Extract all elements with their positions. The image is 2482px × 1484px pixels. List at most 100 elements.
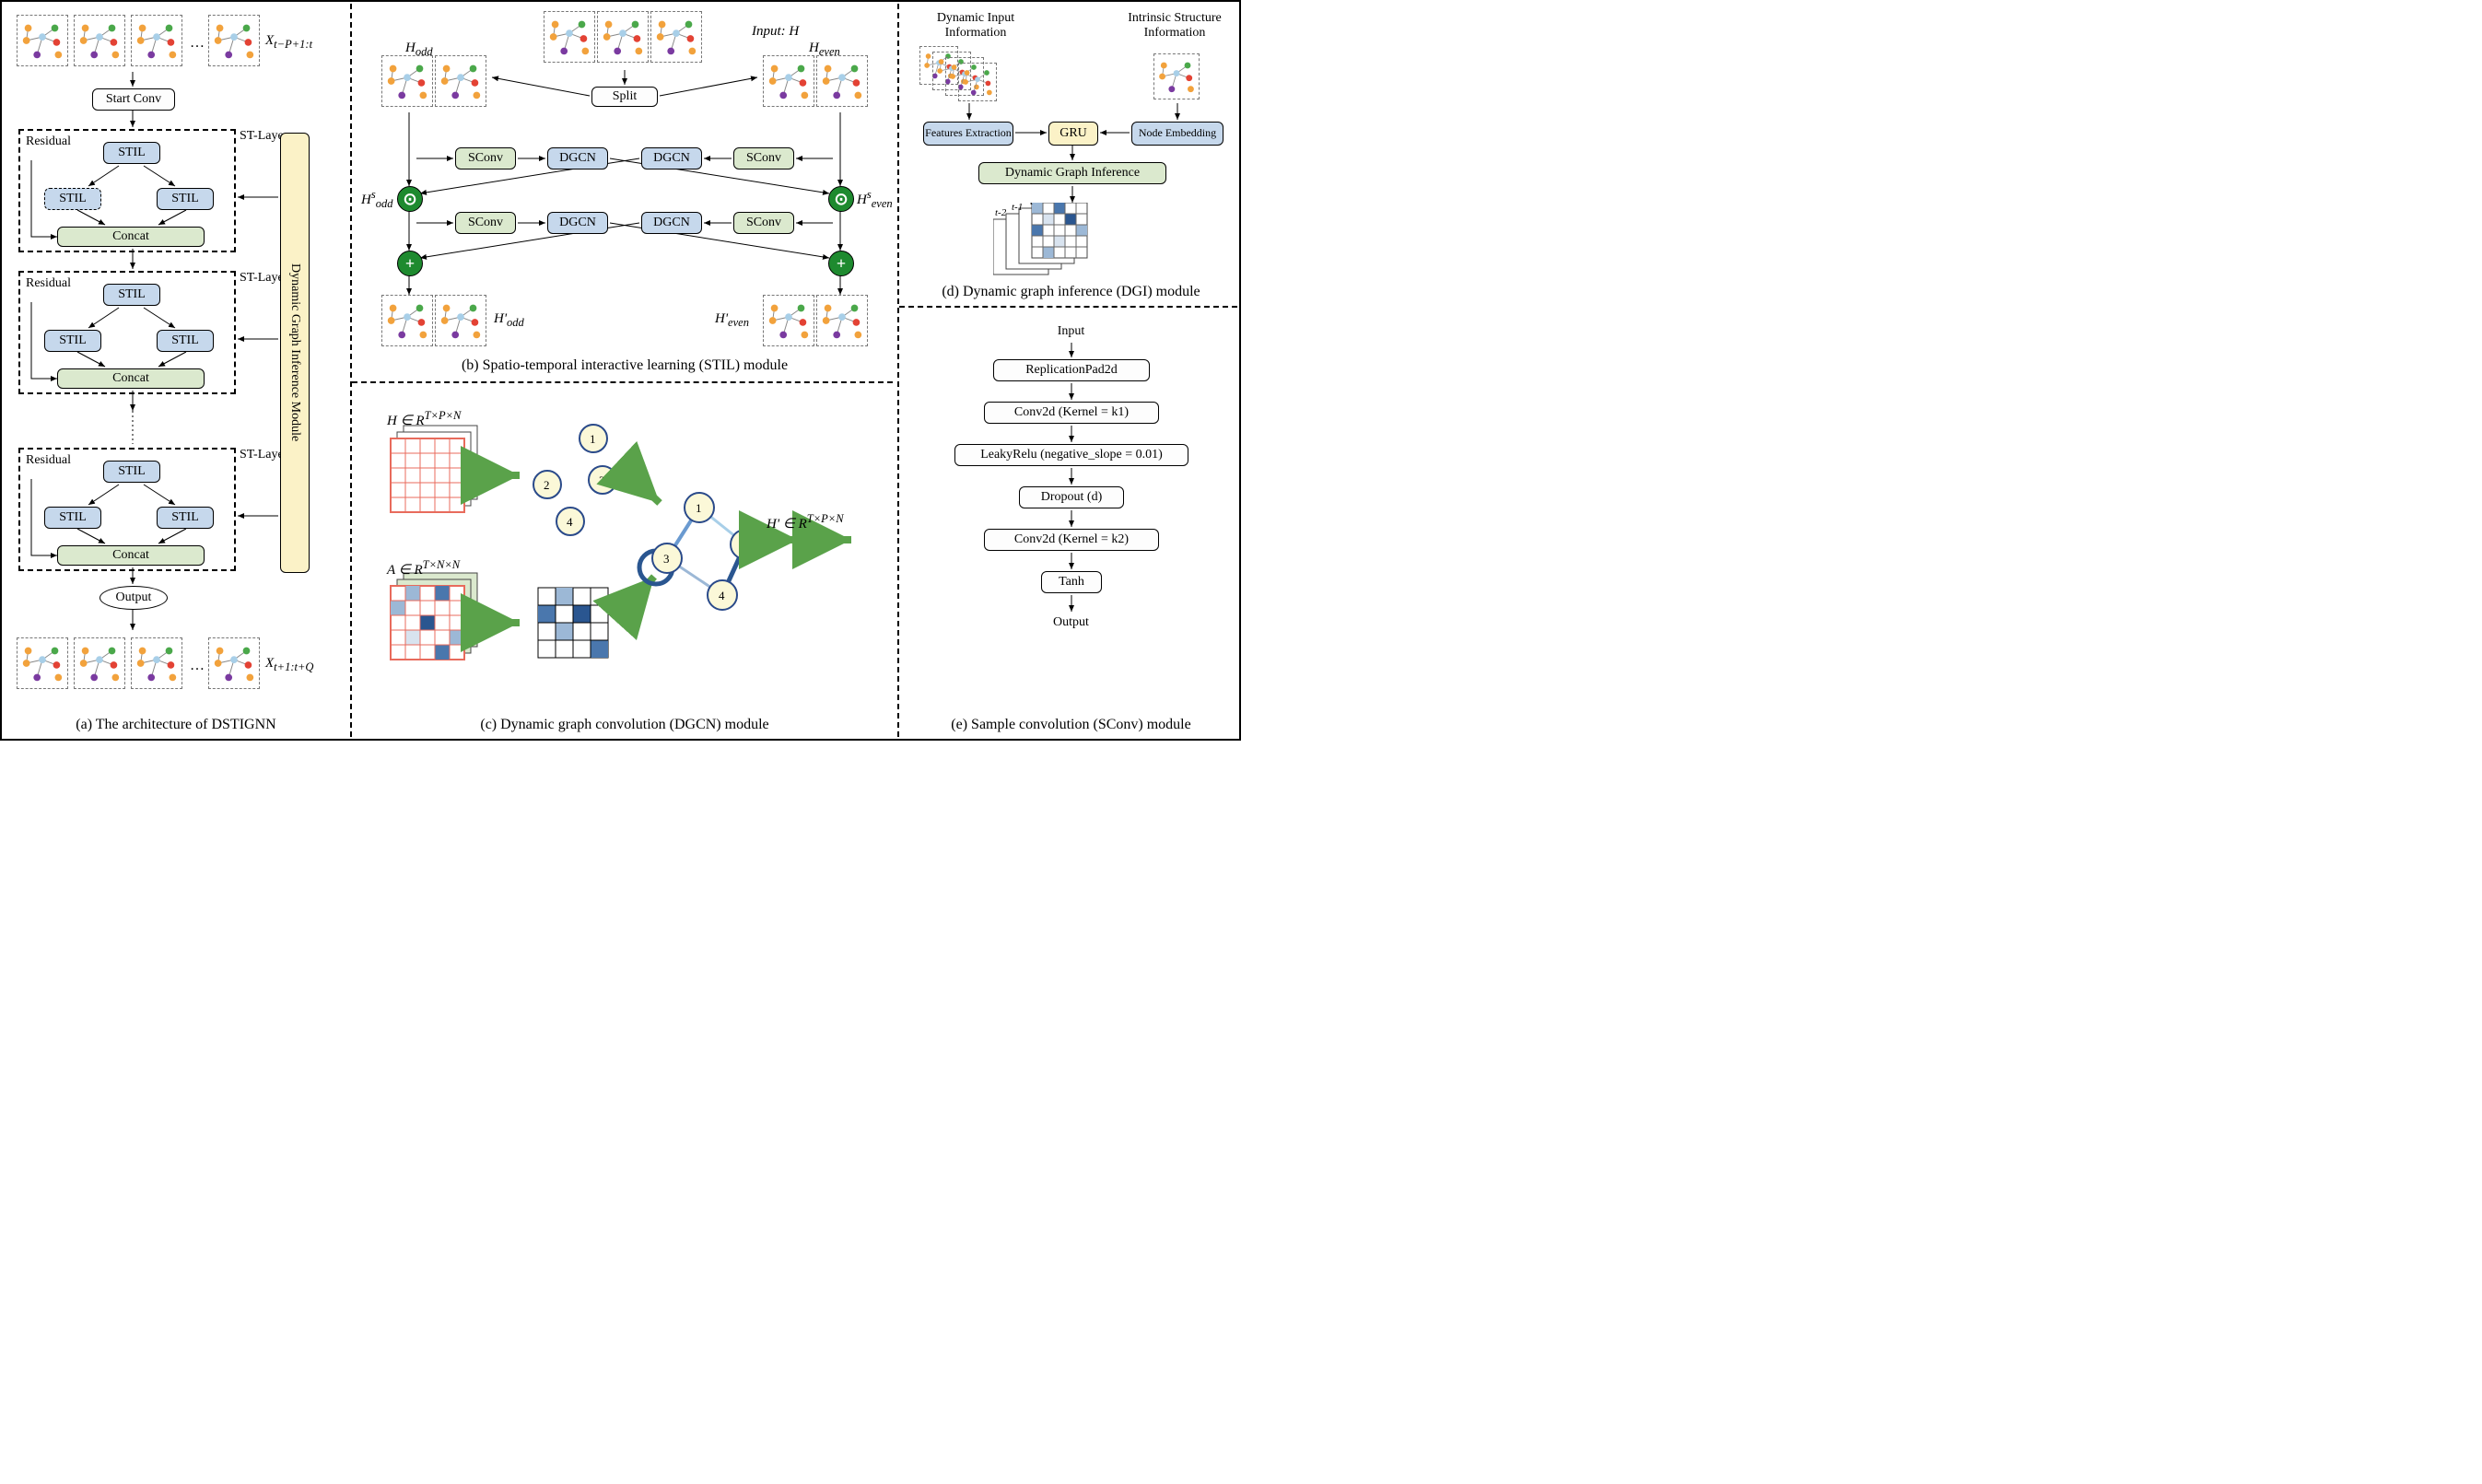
hpeven-label: H'even — [715, 311, 749, 330]
d-dyn-input-lbl: Dynamic Input Information — [925, 11, 1026, 41]
e-input-lbl: Input — [901, 324, 1241, 339]
hpodd-graph-1 — [381, 295, 433, 346]
b-input-graph-3 — [650, 11, 702, 63]
svg-text:1: 1 — [696, 501, 702, 515]
d-in-graph-4 — [958, 63, 997, 101]
d-intrinsic-lbl: Intrinsic Structure Information — [1115, 11, 1235, 41]
output-graph-3 — [131, 637, 182, 689]
caption-d: (d) Dynamic graph inference (DGI) module — [901, 284, 1241, 300]
dgim-bar: Dynamic Graph Inference Module — [280, 133, 310, 573]
dgcn-r2: DGCN — [641, 212, 702, 234]
heven-graph-1 — [763, 55, 814, 107]
input-graph-4 — [208, 15, 260, 66]
hseven-label: Hseven — [857, 188, 893, 211]
caption-a: (a) The architecture of DSTIGNN — [4, 717, 348, 733]
hpodd-label: H'odd — [494, 311, 524, 330]
svg-text:2: 2 — [742, 538, 748, 552]
hsodd-label: Hsodd — [361, 188, 392, 211]
svg-text:3: 3 — [599, 473, 605, 487]
stil-left-1: STIL — [44, 188, 101, 210]
stil-left-3: STIL — [44, 507, 101, 529]
svg-text:4: 4 — [567, 515, 573, 529]
c-Hout-label: H' ∈ RT×P×N — [767, 512, 844, 532]
stil-right-2: STIL — [157, 330, 214, 352]
hpeven-graph-1 — [763, 295, 814, 346]
svg-text:t-2: t-2 — [995, 207, 1007, 218]
residual-lbl-2: Residual — [26, 276, 71, 291]
plus-right: + — [828, 251, 854, 276]
dot-right: ⊙ — [828, 186, 854, 212]
concat-2: Concat — [57, 368, 205, 389]
d-intrinsic-graph — [1153, 53, 1200, 99]
heatmap-stack: t-2t-1tt+1 — [993, 203, 1159, 286]
panel-e: Input ReplicationPad2d Conv2d (Kernel = … — [901, 308, 1241, 739]
residual-lbl-1: Residual — [26, 134, 71, 149]
output-graph-4 — [208, 637, 260, 689]
c-Ain-label: A ∈ RT×N×N — [387, 558, 460, 578]
stil-top-2: STIL — [103, 284, 160, 306]
svg-text:3: 3 — [663, 552, 670, 566]
stil-left-2: STIL — [44, 330, 101, 352]
b-input-label: Input: H — [752, 24, 799, 40]
start-conv-box: Start Conv — [92, 88, 175, 111]
caption-e: (e) Sample convolution (SConv) module — [901, 717, 1241, 733]
dgcn-l1: DGCN — [547, 147, 608, 169]
stil-top-3: STIL — [103, 461, 160, 483]
dgcn-r1: DGCN — [641, 147, 702, 169]
gru-box: GRU — [1048, 122, 1098, 146]
output-graph-2 — [74, 637, 125, 689]
plus-left: + — [397, 251, 423, 276]
stil-right-1: STIL — [157, 188, 214, 210]
c-Hin-label: H ∈ RT×P×N — [387, 409, 461, 429]
dgi-box: Dynamic Graph Inference — [978, 162, 1166, 184]
caption-c: (c) Dynamic graph convolution (DGCN) mod… — [354, 717, 896, 733]
sconv-r1: SConv — [733, 147, 794, 169]
hpodd-graph-2 — [435, 295, 486, 346]
svg-text:1: 1 — [590, 432, 596, 446]
sconv-r2: SConv — [733, 212, 794, 234]
e-conv1: Conv2d (Kernel = k1) — [984, 402, 1159, 424]
svg-text:t-1: t-1 — [1012, 203, 1023, 213]
figure-canvas: … Xt−P+1:t Start Conv Residual ST-Layer … — [0, 0, 1241, 741]
e-output-lbl: Output — [901, 615, 1241, 630]
input-graph-2 — [74, 15, 125, 66]
hpeven-graph-2 — [816, 295, 868, 346]
stil-top-1: STIL — [103, 142, 160, 164]
heven-graph-2 — [816, 55, 868, 107]
split-box: Split — [591, 87, 658, 107]
residual-lbl-3: Residual — [26, 453, 71, 468]
divider-bd — [897, 4, 899, 737]
b-input-graph-1 — [544, 11, 595, 63]
dot-left: ⊙ — [397, 186, 423, 212]
e-tanh: Tanh — [1041, 571, 1102, 593]
panel-c: 1 2 3 4 — [354, 383, 896, 739]
output-graph-1 — [17, 637, 68, 689]
sconv-l1: SConv — [455, 147, 516, 169]
concat-1: Concat — [57, 227, 205, 247]
panel-b: Input: H Split Hodd — [354, 4, 896, 380]
panel-a: … Xt−P+1:t Start Conv Residual ST-Layer … — [4, 4, 348, 739]
output-oval: Output — [100, 586, 168, 610]
output-x-label: Xt+1:t+Q — [265, 656, 313, 674]
hodd-graph-1 — [381, 55, 433, 107]
b-input-graph-2 — [597, 11, 649, 63]
e-conv2: Conv2d (Kernel = k2) — [984, 529, 1159, 551]
caption-b: (b) Spatio-temporal interactive learning… — [354, 357, 896, 374]
node-emb-box: Node Embedding — [1131, 122, 1223, 146]
dgim-label: Dynamic Graph Inference Module — [287, 263, 302, 441]
e-lrelu: LeakyRelu (negative_slope = 0.01) — [954, 444, 1188, 466]
stil-right-3: STIL — [157, 507, 214, 529]
hodd-label: Hodd — [405, 41, 433, 59]
input-x-label: Xt−P+1:t — [265, 33, 312, 52]
e-pad: ReplicationPad2d — [993, 359, 1150, 381]
panel-d: Dynamic Input Information Intrinsic Stru… — [901, 4, 1241, 304]
dgcn-l2: DGCN — [547, 212, 608, 234]
concat-3: Concat — [57, 545, 205, 566]
e-drop: Dropout (d) — [1019, 486, 1124, 508]
divider-ab — [350, 4, 352, 737]
svg-text:4: 4 — [719, 589, 725, 602]
hodd-graph-2 — [435, 55, 486, 107]
sconv-l2: SConv — [455, 212, 516, 234]
svg-text:2: 2 — [544, 478, 550, 492]
input-graph-3 — [131, 15, 182, 66]
